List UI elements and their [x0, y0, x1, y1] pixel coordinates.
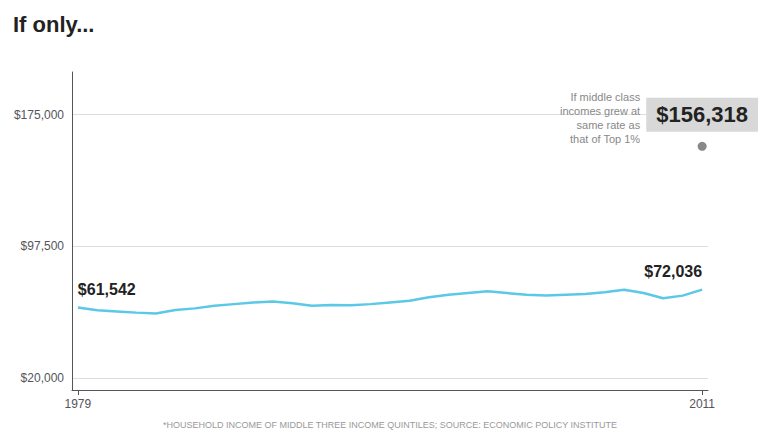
svg-text:$97,500: $97,500 — [21, 239, 65, 253]
svg-text:that of Top 1%: that of Top 1% — [570, 133, 640, 145]
svg-text:$156,318: $156,318 — [656, 102, 748, 127]
svg-text:*HOUSEHOLD INCOME OF MIDDLE TH: *HOUSEHOLD INCOME OF MIDDLE THREE INCOME… — [163, 420, 617, 430]
svg-text:2011: 2011 — [689, 397, 715, 411]
svg-text:$61,542: $61,542 — [78, 281, 136, 298]
svg-text:same rate as: same rate as — [577, 119, 641, 131]
svg-text:$20,000: $20,000 — [21, 371, 65, 385]
svg-text:If only...: If only... — [13, 12, 94, 37]
svg-text:1979: 1979 — [65, 397, 92, 411]
svg-text:$175,000: $175,000 — [14, 108, 64, 122]
svg-text:If middle class: If middle class — [570, 91, 640, 103]
svg-text:$72,036: $72,036 — [644, 263, 702, 280]
svg-text:incomes grew at: incomes grew at — [560, 105, 640, 117]
